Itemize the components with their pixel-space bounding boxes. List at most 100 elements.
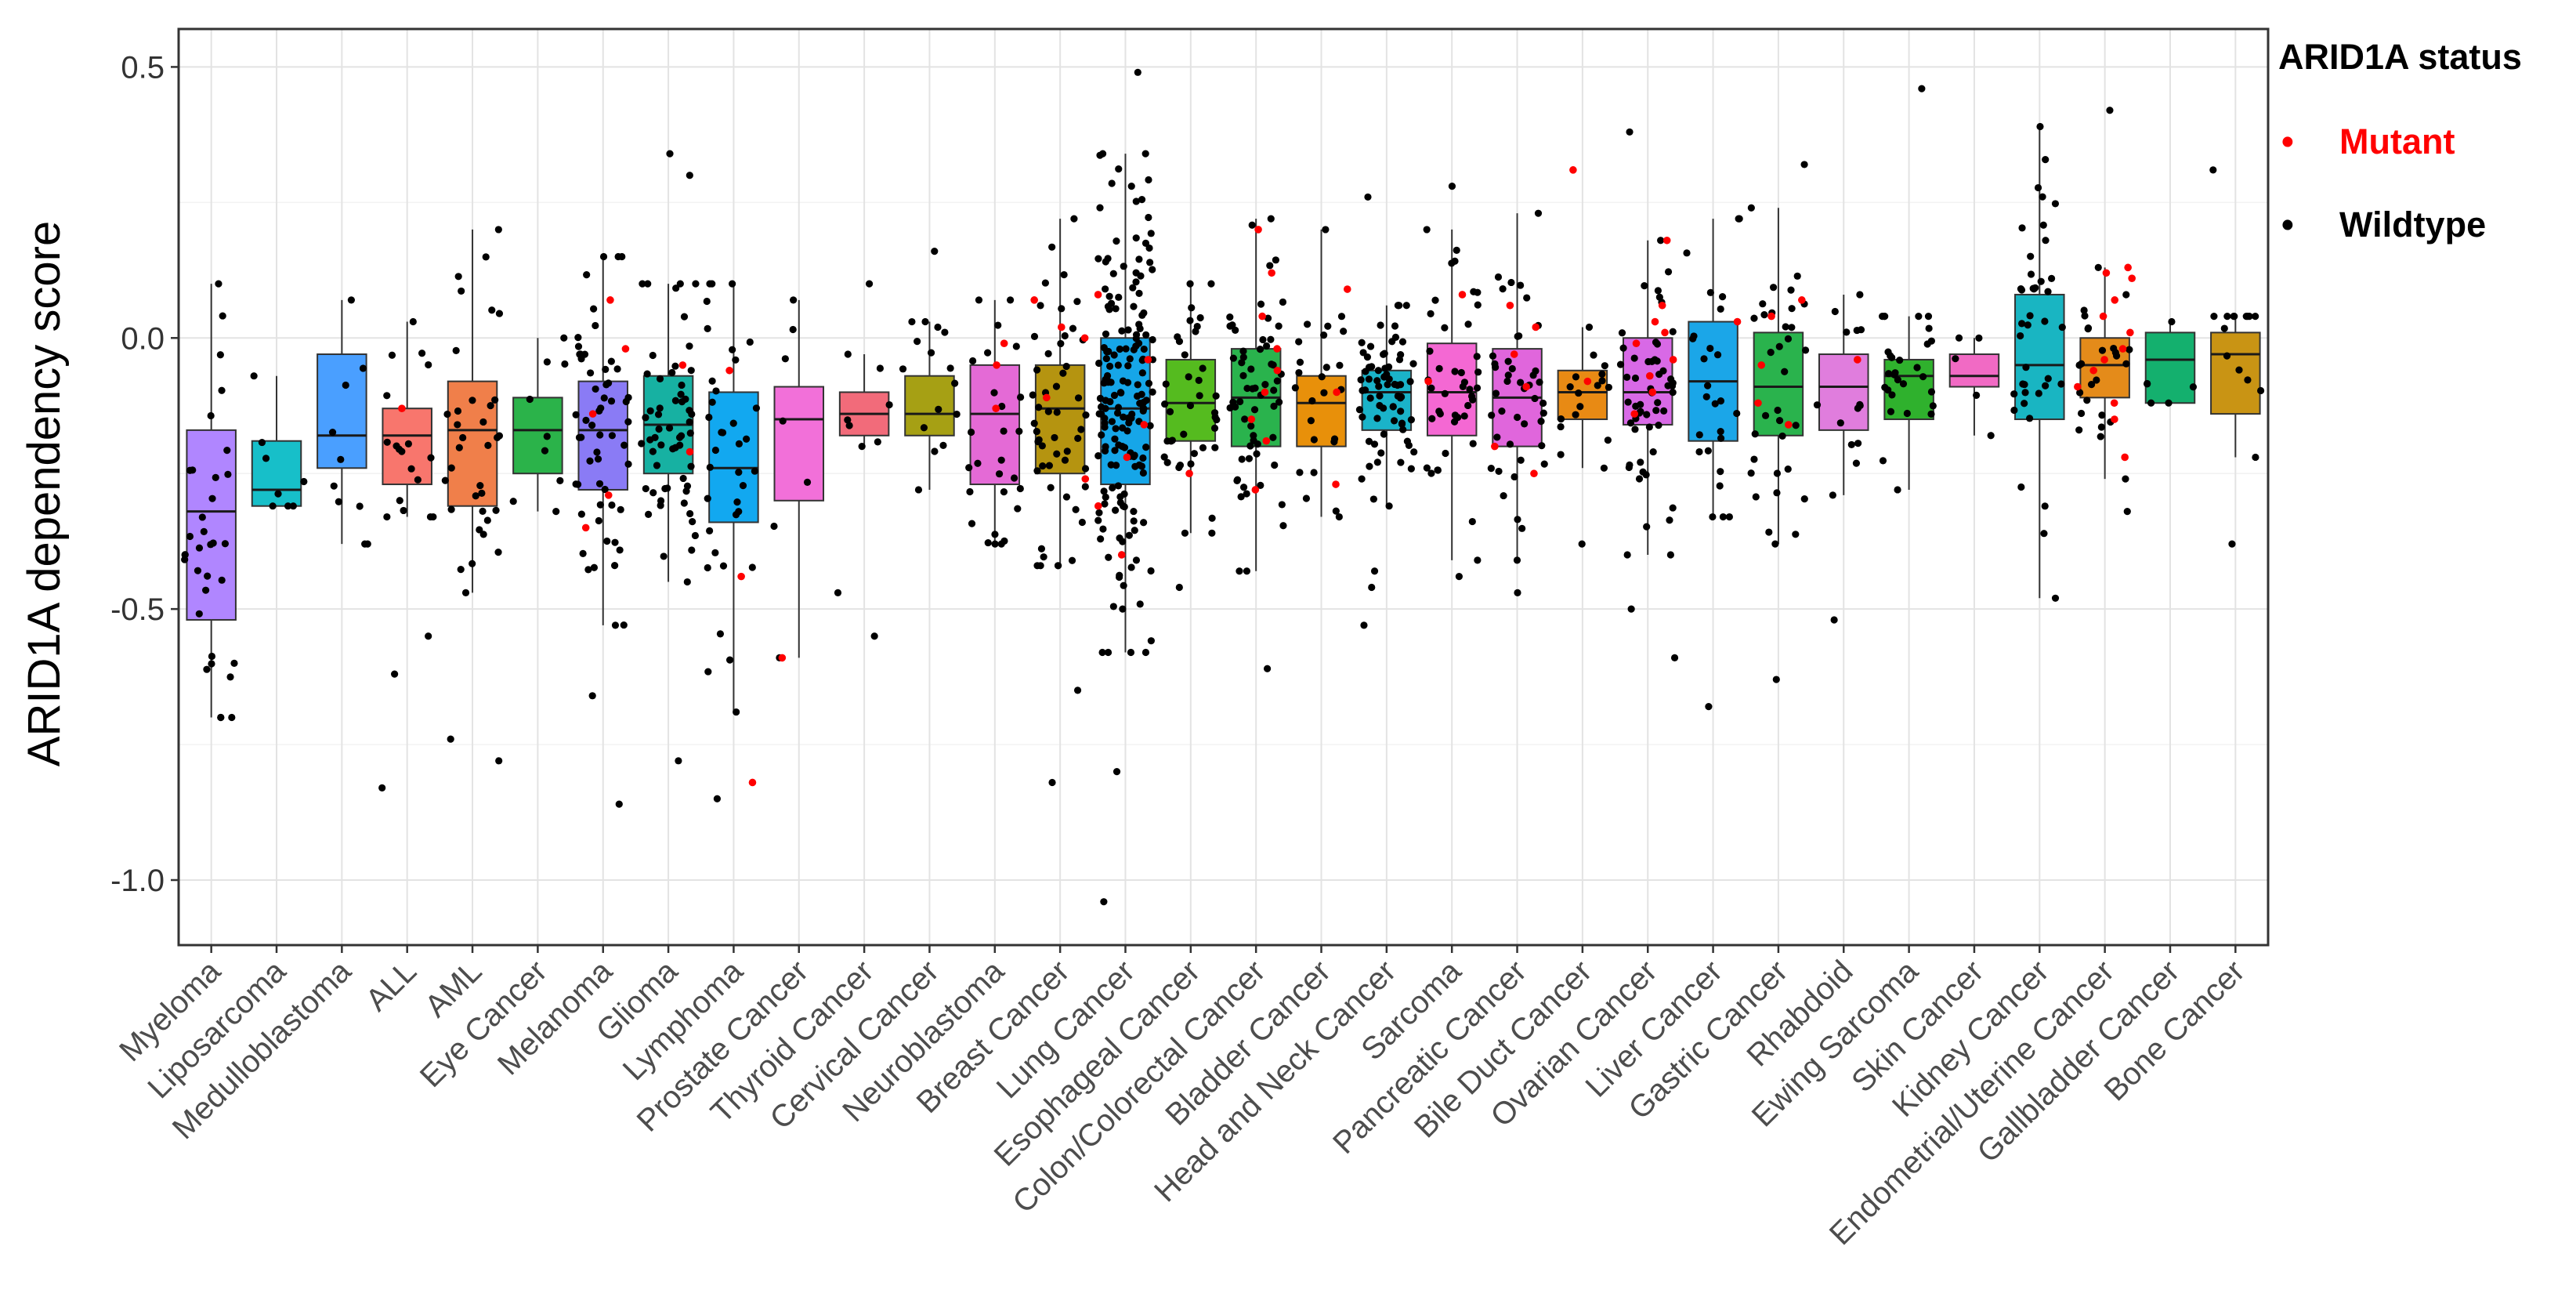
point-wildtype-breast-cancer — [1045, 462, 1053, 469]
point-wildtype-esophageal-cancer — [1176, 462, 1185, 469]
point-wildtype-ovarian-cancer — [1624, 398, 1632, 406]
point-wildtype-kidney-cancer — [2022, 364, 2030, 371]
point-wildtype-pancreatic-cancer — [1487, 465, 1495, 473]
point-wildtype-gallbladder-cancer — [2165, 399, 2173, 407]
point-wildtype-cervical-cancer — [935, 405, 942, 413]
point-wildtype-lung-cancer — [1111, 435, 1119, 443]
point-wildtype-lung-cancer — [1131, 451, 1138, 459]
point-wildtype-ovarian-cancer — [1618, 329, 1626, 337]
point-wildtype-lung-cancer — [1112, 462, 1120, 469]
point-wildtype-lung-cancer — [1119, 538, 1127, 545]
point-wildtype-gastric-cancer — [1773, 489, 1781, 497]
point-wildtype-breast-cancer — [1062, 362, 1070, 371]
point-wildtype-lung-cancer — [1142, 331, 1150, 339]
point-wildtype-eye-cancer — [556, 476, 564, 484]
point-wildtype-head-and-neck-cancer — [1358, 339, 1366, 346]
point-wildtype-colon-colorectal-cancer — [1238, 455, 1246, 463]
point-wildtype-glioma — [672, 284, 680, 292]
point-wildtype-lung-cancer — [1097, 535, 1105, 543]
point-wildtype-lung-cancer — [1129, 284, 1137, 292]
point-wildtype-colon-colorectal-cancer — [1238, 359, 1246, 367]
point-wildtype-neuroblastoma — [975, 296, 983, 304]
point-wildtype-lung-cancer — [1149, 388, 1156, 396]
point-wildtype-melanoma — [592, 321, 599, 330]
point-wildtype-lung-cancer — [1101, 500, 1109, 508]
point-wildtype-lung-cancer — [1105, 553, 1113, 561]
point-mutant-endometrial-uterine-cancer — [2128, 274, 2136, 282]
point-wildtype-aml — [454, 407, 462, 415]
point-wildtype-eye-cancer — [560, 334, 568, 342]
point-wildtype-ovarian-cancer — [1627, 605, 1635, 613]
point-wildtype-rhabdoid — [1843, 328, 1851, 336]
y-axis: 0.5 0.0 -0.5 -1.0 — [110, 50, 179, 898]
point-wildtype-colon-colorectal-cancer — [1263, 665, 1272, 672]
point-wildtype-breast-cancer — [1053, 450, 1061, 458]
point-mutant-ovarian-cancer — [1662, 236, 1671, 245]
point-wildtype-sarcoma — [1426, 347, 1434, 355]
point-wildtype-head-and-neck-cancer — [1366, 394, 1374, 402]
point-wildtype-aml — [447, 464, 455, 472]
point-mutant-liver-cancer — [1733, 317, 1742, 326]
point-wildtype-myeloma — [208, 494, 216, 502]
point-wildtype-sarcoma — [1441, 389, 1449, 397]
point-wildtype-gastric-cancer — [1788, 324, 1796, 331]
point-wildtype-ewing-sarcoma — [1885, 370, 1893, 378]
point-wildtype-myeloma — [200, 527, 208, 536]
point-wildtype-breast-cancer — [1069, 324, 1077, 332]
point-wildtype-cervical-cancer — [927, 349, 935, 357]
point-wildtype-bone-cancer — [2242, 313, 2250, 321]
point-wildtype-lung-cancer — [1135, 255, 1143, 263]
point-wildtype-ovarian-cancer — [1652, 407, 1660, 415]
point-wildtype-lung-cancer — [1132, 556, 1141, 564]
point-wildtype-head-and-neck-cancer — [1381, 364, 1389, 372]
point-wildtype-glioma — [678, 381, 686, 389]
point-wildtype-pancreatic-cancer — [1514, 516, 1521, 523]
point-wildtype-colon-colorectal-cancer — [1236, 397, 1244, 406]
point-wildtype-sarcoma — [1451, 368, 1459, 375]
point-wildtype-bone-cancer — [2223, 352, 2231, 360]
point-wildtype-lung-cancer — [1139, 407, 1147, 415]
point-wildtype-myeloma — [195, 544, 204, 552]
point-wildtype-breast-cancer — [1051, 433, 1058, 442]
point-wildtype-glioma — [654, 411, 663, 418]
point-wildtype-colon-colorectal-cancer — [1228, 321, 1236, 329]
point-wildtype-all — [383, 392, 391, 400]
point-wildtype-lung-cancer — [1104, 648, 1113, 657]
point-wildtype-sarcoma — [1448, 182, 1456, 190]
point-wildtype-head-and-neck-cancer — [1391, 380, 1398, 389]
point-wildtype-endometrial-uterine-cancer — [2122, 291, 2130, 299]
point-mutant-melanoma — [621, 345, 630, 353]
point-wildtype-head-and-neck-cancer — [1360, 621, 1368, 629]
point-wildtype-lung-cancer — [1127, 183, 1135, 190]
point-wildtype-all — [383, 438, 391, 446]
point-wildtype-melanoma — [592, 385, 599, 393]
point-wildtype-glioma — [653, 462, 661, 469]
point-wildtype-head-and-neck-cancer — [1399, 426, 1407, 433]
point-mutant-gastric-cancer — [1757, 361, 1766, 369]
point-wildtype-kidney-cancer — [2027, 252, 2035, 260]
point-wildtype-glioma — [655, 425, 663, 433]
point-wildtype-head-and-neck-cancer — [1397, 408, 1405, 415]
point-wildtype-glioma — [676, 280, 684, 288]
point-wildtype-lymphoma — [708, 377, 716, 385]
point-wildtype-sarcoma — [1423, 226, 1431, 234]
point-wildtype-liposarcoma — [269, 502, 277, 510]
point-wildtype-breast-cancer — [1033, 428, 1040, 436]
point-wildtype-thyroid-cancer — [874, 438, 881, 446]
point-wildtype-lymphoma — [752, 404, 761, 412]
point-wildtype-kidney-cancer — [2019, 380, 2027, 388]
point-wildtype-aml — [469, 560, 476, 567]
point-wildtype-head-and-neck-cancer — [1374, 367, 1382, 375]
point-wildtype-lung-cancer — [1118, 442, 1127, 451]
point-wildtype-lung-cancer — [1109, 484, 1116, 492]
point-wildtype-all — [388, 351, 396, 359]
point-wildtype-colon-colorectal-cancer — [1271, 461, 1279, 469]
point-wildtype-liver-cancer — [1705, 703, 1713, 711]
point-wildtype-liver-cancer — [1695, 431, 1703, 439]
point-wildtype-head-and-neck-cancer — [1407, 465, 1415, 473]
point-wildtype-lung-cancer — [1140, 309, 1148, 317]
point-wildtype-melanoma — [620, 441, 628, 449]
point-mutant-breast-cancer — [1030, 296, 1038, 304]
point-wildtype-lung-cancer — [1127, 648, 1135, 657]
point-wildtype-liver-cancer — [1713, 351, 1722, 359]
